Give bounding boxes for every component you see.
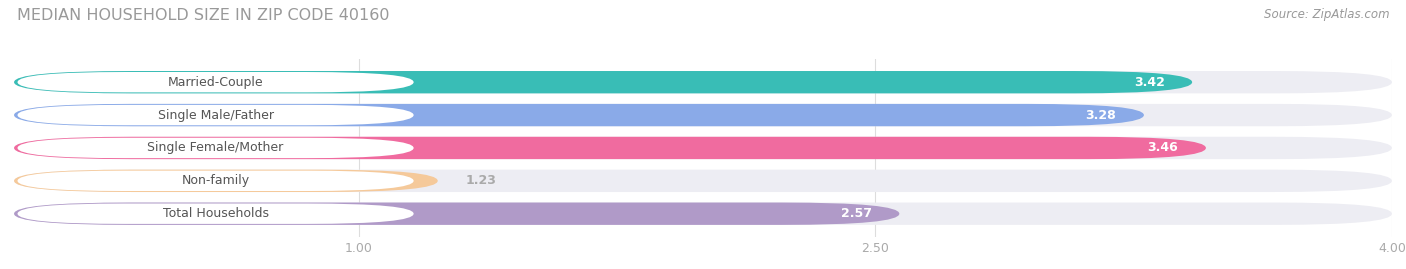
Text: Married-Couple: Married-Couple: [167, 76, 263, 89]
FancyBboxPatch shape: [14, 203, 1392, 225]
Text: MEDIAN HOUSEHOLD SIZE IN ZIP CODE 40160: MEDIAN HOUSEHOLD SIZE IN ZIP CODE 40160: [17, 8, 389, 23]
FancyBboxPatch shape: [17, 138, 413, 158]
Text: 3.42: 3.42: [1133, 76, 1164, 89]
Text: Single Male/Father: Single Male/Father: [157, 109, 274, 122]
FancyBboxPatch shape: [14, 137, 1392, 159]
Text: Total Households: Total Households: [163, 207, 269, 220]
Text: 2.57: 2.57: [841, 207, 872, 220]
Text: 3.28: 3.28: [1085, 109, 1116, 122]
Text: Single Female/Mother: Single Female/Mother: [148, 141, 284, 154]
FancyBboxPatch shape: [14, 170, 1392, 192]
Text: 1.23: 1.23: [465, 174, 496, 187]
FancyBboxPatch shape: [14, 170, 437, 192]
FancyBboxPatch shape: [17, 105, 413, 125]
FancyBboxPatch shape: [14, 104, 1144, 126]
FancyBboxPatch shape: [14, 203, 900, 225]
Text: 3.46: 3.46: [1147, 141, 1178, 154]
FancyBboxPatch shape: [14, 104, 1392, 126]
Text: Source: ZipAtlas.com: Source: ZipAtlas.com: [1264, 8, 1389, 21]
FancyBboxPatch shape: [17, 171, 413, 191]
FancyBboxPatch shape: [14, 71, 1192, 93]
FancyBboxPatch shape: [17, 204, 413, 224]
Text: Non-family: Non-family: [181, 174, 250, 187]
FancyBboxPatch shape: [14, 137, 1206, 159]
FancyBboxPatch shape: [14, 71, 1392, 93]
FancyBboxPatch shape: [17, 72, 413, 92]
